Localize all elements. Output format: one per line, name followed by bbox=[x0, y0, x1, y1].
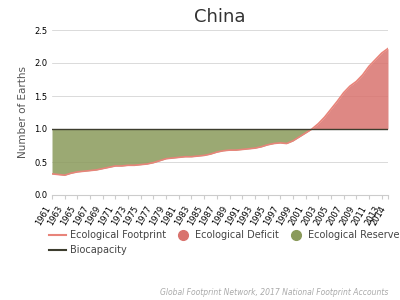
Y-axis label: Number of Earths: Number of Earths bbox=[18, 67, 28, 158]
Text: Global Footprint Network, 2017 National Footprint Accounts: Global Footprint Network, 2017 National … bbox=[160, 288, 388, 297]
Title: China: China bbox=[194, 8, 246, 26]
Legend: Ecological Footprint, Biocapacity, Ecological Deficit, Ecological Reserve: Ecological Footprint, Biocapacity, Ecolo… bbox=[45, 226, 400, 259]
